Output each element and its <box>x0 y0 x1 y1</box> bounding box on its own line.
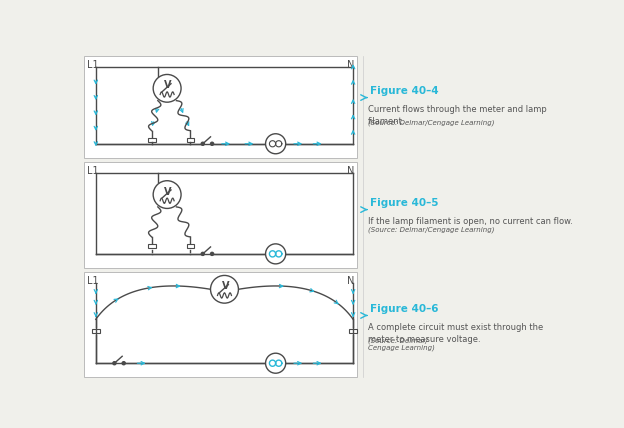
Circle shape <box>266 244 286 264</box>
Text: N: N <box>346 166 354 176</box>
FancyBboxPatch shape <box>84 272 357 377</box>
FancyBboxPatch shape <box>84 56 357 158</box>
Text: Figure 40–6: Figure 40–6 <box>370 304 439 314</box>
Text: Current flows through the meter and lamp
filament.: Current flows through the meter and lamp… <box>368 105 547 126</box>
Text: L1: L1 <box>87 166 99 176</box>
Bar <box>92 329 100 333</box>
Circle shape <box>210 276 238 303</box>
Text: If the lamp filament is open, no current can flow.: If the lamp filament is open, no current… <box>368 217 573 226</box>
Circle shape <box>210 142 213 145</box>
Text: N: N <box>346 276 354 286</box>
Text: (Source: Delmar/Cengage Learning): (Source: Delmar/Cengage Learning) <box>368 226 494 233</box>
Text: (Source: Delmar/
Cengage Learning): (Source: Delmar/ Cengage Learning) <box>368 337 435 351</box>
Circle shape <box>122 362 125 365</box>
Text: Figure 40–5: Figure 40–5 <box>370 198 439 208</box>
Circle shape <box>210 253 213 256</box>
Circle shape <box>201 253 204 256</box>
Text: V: V <box>222 281 229 291</box>
Circle shape <box>153 181 181 208</box>
Circle shape <box>153 74 181 102</box>
FancyBboxPatch shape <box>84 162 357 268</box>
Bar <box>187 138 194 142</box>
Circle shape <box>266 353 286 373</box>
Bar <box>349 329 357 333</box>
Circle shape <box>113 362 116 365</box>
Text: Figure 40–4: Figure 40–4 <box>370 86 439 96</box>
Text: (Source: Delmar/Cengage Learning): (Source: Delmar/Cengage Learning) <box>368 119 494 126</box>
Text: L1: L1 <box>87 60 99 70</box>
Text: V: V <box>164 187 172 196</box>
Text: A complete circuit must exist through the
meter to measure voltage.: A complete circuit must exist through th… <box>368 323 543 344</box>
Bar <box>148 244 155 248</box>
Bar <box>148 138 155 142</box>
Bar <box>187 244 194 248</box>
Text: L1: L1 <box>87 276 99 286</box>
Text: N: N <box>346 60 354 70</box>
Text: V: V <box>164 80 172 90</box>
Circle shape <box>266 134 286 154</box>
Circle shape <box>201 142 204 145</box>
